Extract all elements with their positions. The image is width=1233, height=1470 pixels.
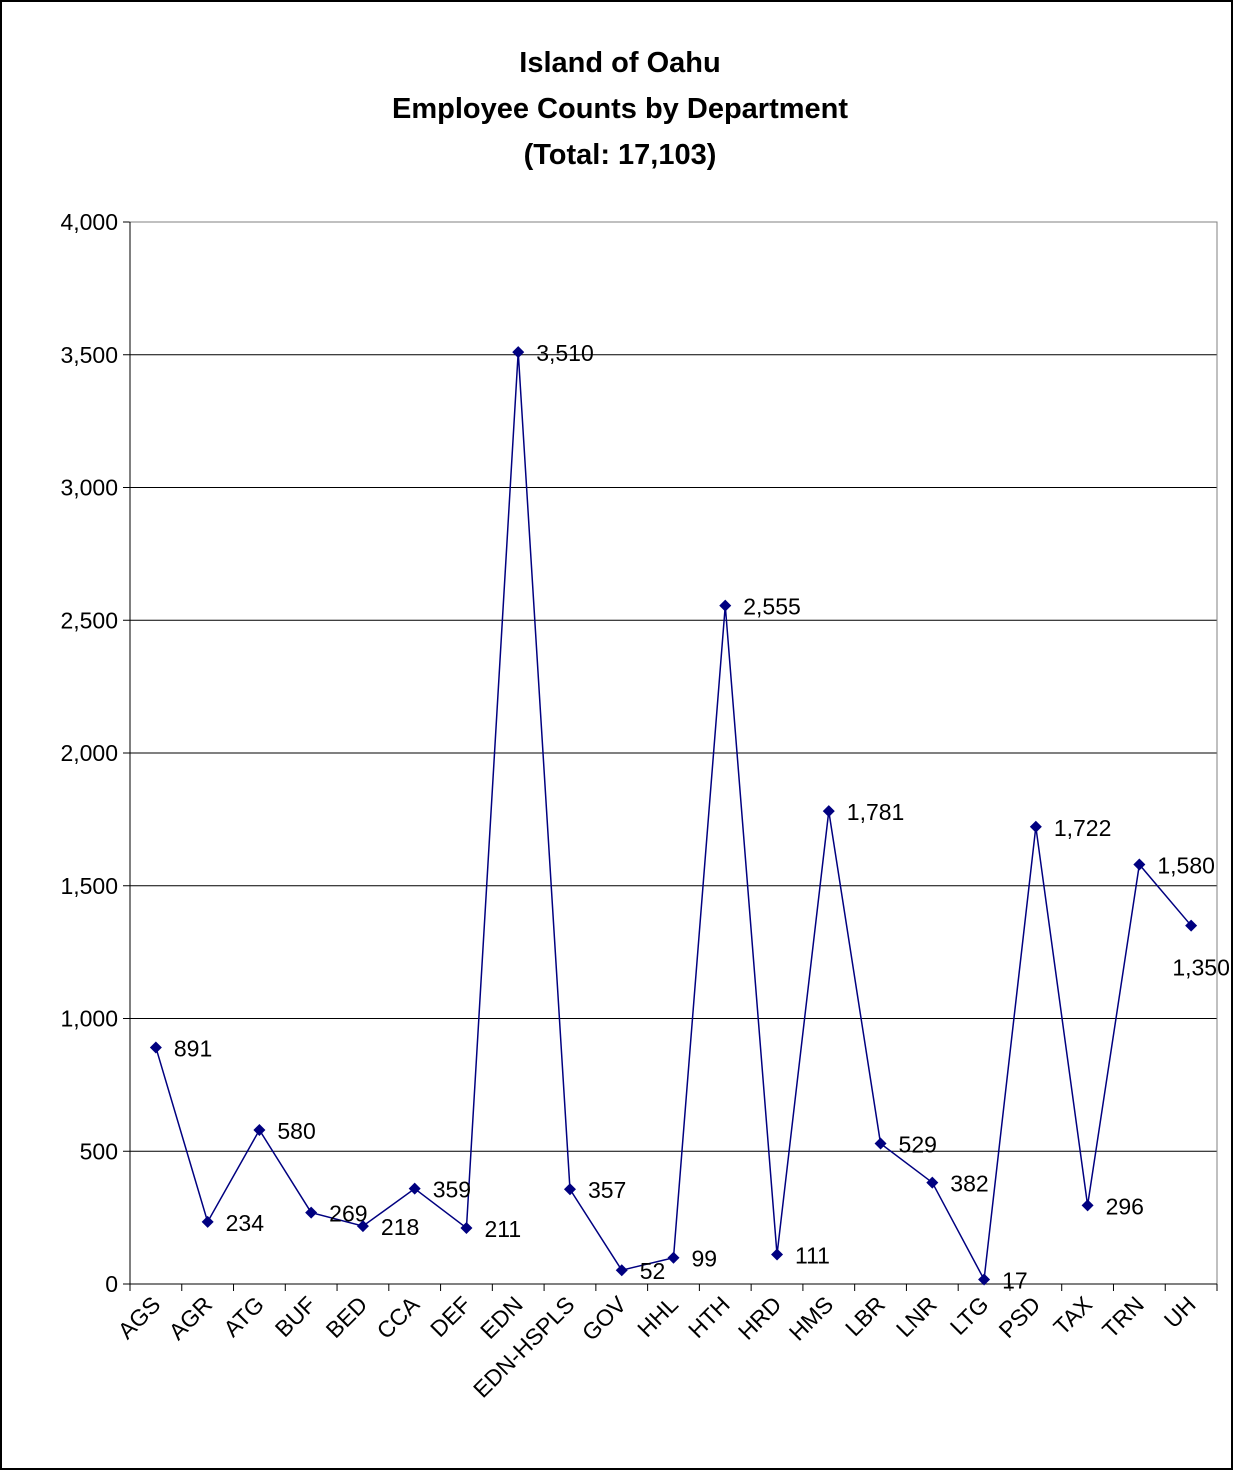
data-label: 17	[1002, 1267, 1028, 1293]
data-marker	[460, 1221, 473, 1234]
chart-title: (Total: 17,103)	[524, 139, 717, 171]
data-label: 3,510	[536, 340, 594, 366]
data-marker	[615, 1264, 628, 1277]
data-marker	[667, 1251, 680, 1264]
data-marker	[253, 1124, 266, 1137]
data-label: 218	[381, 1214, 419, 1240]
data-marker	[822, 805, 835, 818]
data-label: 211	[484, 1216, 521, 1242]
data-marker	[512, 346, 525, 359]
y-tick-label: 2,500	[60, 607, 118, 633]
data-label: 1,781	[847, 799, 905, 825]
data-label: 529	[899, 1132, 937, 1158]
data-marker	[1185, 919, 1198, 932]
y-tick-label: 4,000	[60, 209, 118, 235]
data-marker	[1133, 858, 1146, 871]
y-tick-label: 1,000	[60, 1006, 118, 1032]
data-label: 357	[588, 1177, 626, 1203]
y-tick-label: 1,500	[60, 873, 118, 899]
data-marker	[926, 1176, 939, 1189]
data-label: 111	[795, 1243, 830, 1269]
data-label: 580	[277, 1118, 315, 1144]
data-marker	[408, 1182, 421, 1195]
data-label: 234	[226, 1210, 265, 1236]
data-marker	[149, 1041, 162, 1054]
data-marker	[978, 1273, 991, 1286]
data-marker	[201, 1215, 214, 1228]
data-marker	[356, 1220, 369, 1233]
data-label: 52	[640, 1258, 666, 1284]
y-tick-label: 2,000	[60, 740, 118, 766]
data-label: 1,580	[1157, 853, 1215, 879]
data-label: 99	[692, 1246, 718, 1272]
data-marker	[771, 1248, 784, 1261]
y-tick-label: 3,000	[60, 475, 118, 501]
y-tick-label: 0	[105, 1271, 118, 1297]
data-marker	[874, 1137, 887, 1150]
data-marker	[305, 1206, 318, 1219]
data-label: 2,555	[743, 594, 801, 620]
chart-title: Employee Counts by Department	[392, 93, 848, 125]
data-label: 1,722	[1054, 815, 1112, 841]
data-label: 891	[174, 1035, 212, 1061]
data-label: 296	[1106, 1193, 1144, 1219]
data-marker	[1029, 820, 1042, 833]
data-marker	[563, 1183, 576, 1196]
data-label: 1,350	[1172, 955, 1230, 981]
data-label: 359	[433, 1177, 471, 1203]
data-marker	[1081, 1199, 1094, 1212]
y-tick-label: 500	[80, 1138, 118, 1164]
data-marker	[719, 599, 732, 612]
chart-title: Island of Oahu	[519, 47, 720, 79]
data-label: 382	[950, 1171, 988, 1197]
y-tick-label: 3,500	[60, 342, 118, 368]
